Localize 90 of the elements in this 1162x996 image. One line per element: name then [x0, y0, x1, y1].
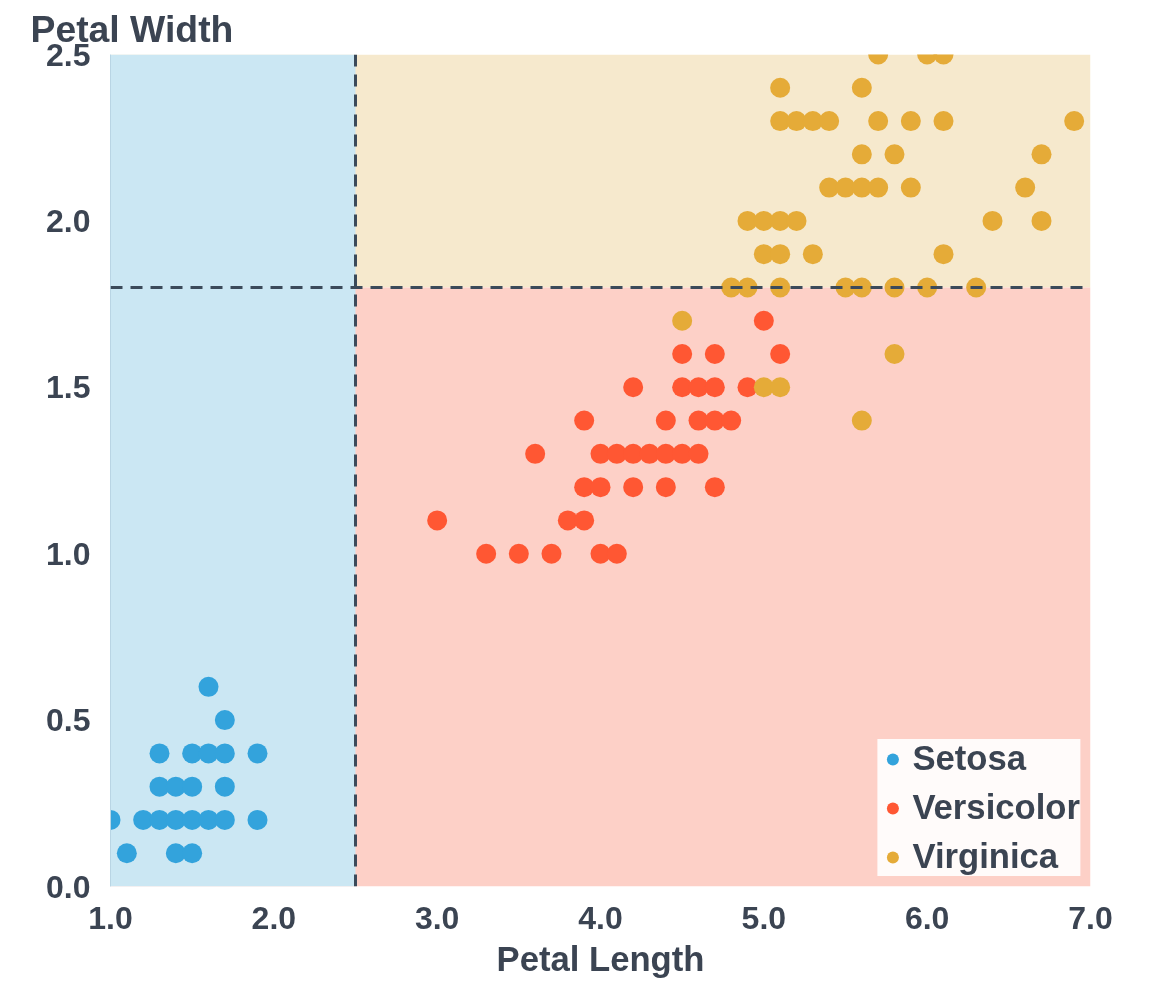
point: [165, 776, 186, 797]
point: [182, 743, 203, 764]
y-tick-label: 1.0: [46, 535, 91, 572]
point: [770, 111, 791, 132]
point: [900, 177, 921, 198]
point: [851, 144, 872, 165]
point: [590, 477, 611, 498]
point: [1031, 144, 1052, 165]
point: [557, 510, 578, 531]
point: [525, 443, 546, 464]
point: [1064, 111, 1085, 132]
point: [541, 543, 562, 564]
point: [182, 843, 203, 864]
legend-label: Setosa: [912, 739, 1027, 778]
point: [770, 344, 791, 364]
point: [770, 377, 791, 398]
point: [704, 410, 725, 431]
point: [819, 111, 840, 132]
point: [623, 377, 644, 398]
y-tick-label: 2.0: [46, 202, 91, 239]
point: [214, 809, 235, 830]
point: [672, 344, 693, 364]
x-tick-label: 7.0: [1068, 899, 1113, 936]
point: [427, 510, 448, 531]
point: [802, 244, 823, 265]
point: [868, 111, 889, 132]
point: [753, 377, 774, 398]
point: [851, 177, 872, 198]
point: [1031, 210, 1052, 231]
point: [672, 310, 693, 331]
point: [933, 111, 954, 132]
point: [1015, 177, 1036, 198]
point: [786, 210, 807, 231]
point: [214, 776, 235, 797]
point: [933, 244, 954, 265]
point: [900, 111, 921, 132]
point: [884, 144, 905, 165]
point: [623, 477, 644, 498]
y-tick-label: 0.5: [46, 702, 91, 739]
y-tick-label: 1.5: [46, 369, 91, 406]
point: [672, 377, 693, 398]
y-tick-label: 0.0: [46, 868, 91, 905]
x-tick-label: 5.0: [741, 899, 787, 936]
point: [704, 477, 725, 498]
point: [247, 809, 268, 830]
point: [672, 443, 693, 464]
point: [704, 377, 725, 398]
point: [149, 743, 170, 764]
point: [704, 344, 725, 364]
point: [688, 443, 709, 464]
point: [606, 543, 627, 564]
point: [508, 543, 529, 564]
point: [574, 410, 595, 431]
point: [655, 477, 676, 498]
point: [214, 710, 235, 731]
x-tick-label: 6.0: [904, 899, 950, 936]
point: [116, 843, 137, 864]
point: [655, 410, 676, 431]
x-axis-title: Petal Length: [496, 939, 705, 978]
x-tick-label: 4.0: [578, 899, 623, 936]
point: [868, 177, 889, 198]
point: [770, 244, 791, 265]
point: [574, 477, 595, 498]
x-tick-label: 2.0: [251, 899, 297, 936]
point: [655, 443, 676, 464]
point: [802, 111, 823, 132]
point: [606, 443, 627, 464]
point: [770, 77, 791, 98]
point: [721, 410, 742, 431]
point: [753, 244, 774, 265]
point: [851, 410, 872, 431]
point: [476, 543, 497, 564]
point: [198, 676, 219, 697]
legend-label: Versicolor: [912, 788, 1080, 827]
point: [165, 809, 186, 830]
point: [851, 77, 872, 98]
point: [182, 809, 203, 830]
point: [982, 210, 1003, 231]
x-tick-label: 1.0: [88, 899, 133, 936]
x-tick-label: 3.0: [414, 899, 460, 936]
point: [770, 210, 791, 231]
point: [214, 743, 235, 764]
point: [182, 776, 203, 797]
point: [623, 443, 644, 464]
point: [133, 809, 154, 830]
legend-label: Virginica: [912, 837, 1059, 876]
point: [574, 510, 595, 531]
point: [884, 344, 905, 364]
point: [247, 743, 268, 764]
point: [753, 310, 774, 331]
